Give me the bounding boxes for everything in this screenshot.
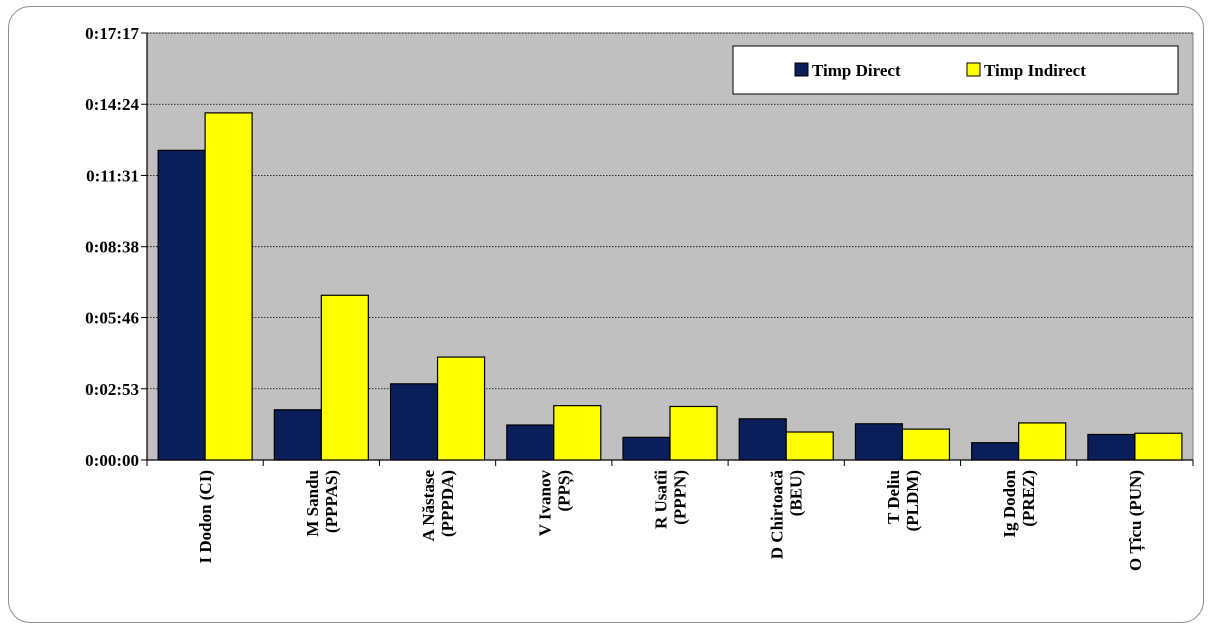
- bar-timp-indirect: [553, 405, 602, 461]
- bar-timp-direct: [273, 409, 322, 461]
- y-tick-label: 0:00:00: [85, 451, 139, 470]
- bar-timp-direct: [738, 418, 787, 461]
- y-tick-label: 0:02:53: [85, 380, 139, 399]
- bar-timp-direct: [854, 423, 904, 461]
- y-tick-label: 0:08:38: [85, 238, 139, 257]
- x-category-label: M Sandu (PPPAS): [303, 470, 341, 537]
- x-category-label-line: O Țîcu (PUN): [1126, 470, 1146, 571]
- bar-timp-direct: [157, 149, 206, 461]
- legend-label: Timp Direct: [812, 61, 901, 80]
- x-category-label: T Deliu (PLDM): [884, 470, 922, 531]
- x-category-label-line: D Chirtoacă: [768, 470, 787, 560]
- x-category-label-line: (BEU): [787, 470, 806, 516]
- bar-timp-indirect: [901, 428, 951, 461]
- x-category-label-line: (PPPDA): [438, 470, 457, 537]
- y-tick-label: 0:14:24: [85, 95, 139, 114]
- bar-timp-direct: [1087, 433, 1136, 461]
- x-category-label-line: (PPȘ): [554, 470, 574, 512]
- x-category-label: V Ivanov (PPȘ): [535, 470, 574, 537]
- x-category-label-line: R Usatîi: [652, 470, 671, 529]
- x-category-label-line: I Dodon (CI): [196, 470, 215, 564]
- legend-swatch: [794, 62, 809, 77]
- x-category-label: I Dodon (CI): [196, 470, 215, 564]
- bar-timp-indirect: [320, 294, 369, 461]
- x-category-label-line: V Ivanov: [535, 470, 554, 537]
- x-category-label-line: (PPPN): [671, 470, 690, 525]
- x-category-label: D Chirtoacă (BEU): [768, 470, 806, 560]
- bar-timp-indirect: [204, 112, 253, 461]
- x-category-label-line: (PPPAS): [322, 470, 341, 533]
- x-category-label-line: M Sandu: [303, 470, 322, 537]
- x-category-label-line: (PLDM): [903, 470, 922, 531]
- bar-timp-indirect: [1134, 432, 1183, 461]
- bar-timp-direct: [506, 424, 555, 461]
- bar-timp-direct: [971, 442, 1020, 461]
- x-category-label-line: T Deliu: [884, 470, 903, 524]
- bar-timp-indirect: [436, 356, 486, 461]
- x-category-label-line: (PREZ): [1019, 470, 1038, 527]
- y-tick-label: 0:05:46: [85, 309, 139, 328]
- x-category-label: A Năstase (PPPDA): [419, 470, 457, 542]
- bar-timp-indirect: [669, 405, 718, 461]
- bar-timp-indirect: [785, 431, 834, 461]
- x-category-label-line: A Năstase: [419, 470, 438, 542]
- x-category-label: R Usatîi (PPPN): [652, 470, 690, 529]
- y-tick-label: 0:11:31: [86, 166, 139, 185]
- bar-timp-indirect: [1018, 422, 1067, 461]
- x-category-label: Ig Dodon (PREZ): [1000, 469, 1038, 537]
- bar-timp-direct: [389, 383, 439, 461]
- x-category-label: O Țîcu (PUN): [1126, 470, 1146, 571]
- legend-label: Timp Indirect: [984, 61, 1086, 80]
- bar-timp-direct: [622, 436, 671, 461]
- y-tick-label: 0:17:17: [85, 24, 139, 43]
- x-category-label-line: Ig Dodon: [1000, 469, 1019, 537]
- legend-swatch: [966, 62, 981, 77]
